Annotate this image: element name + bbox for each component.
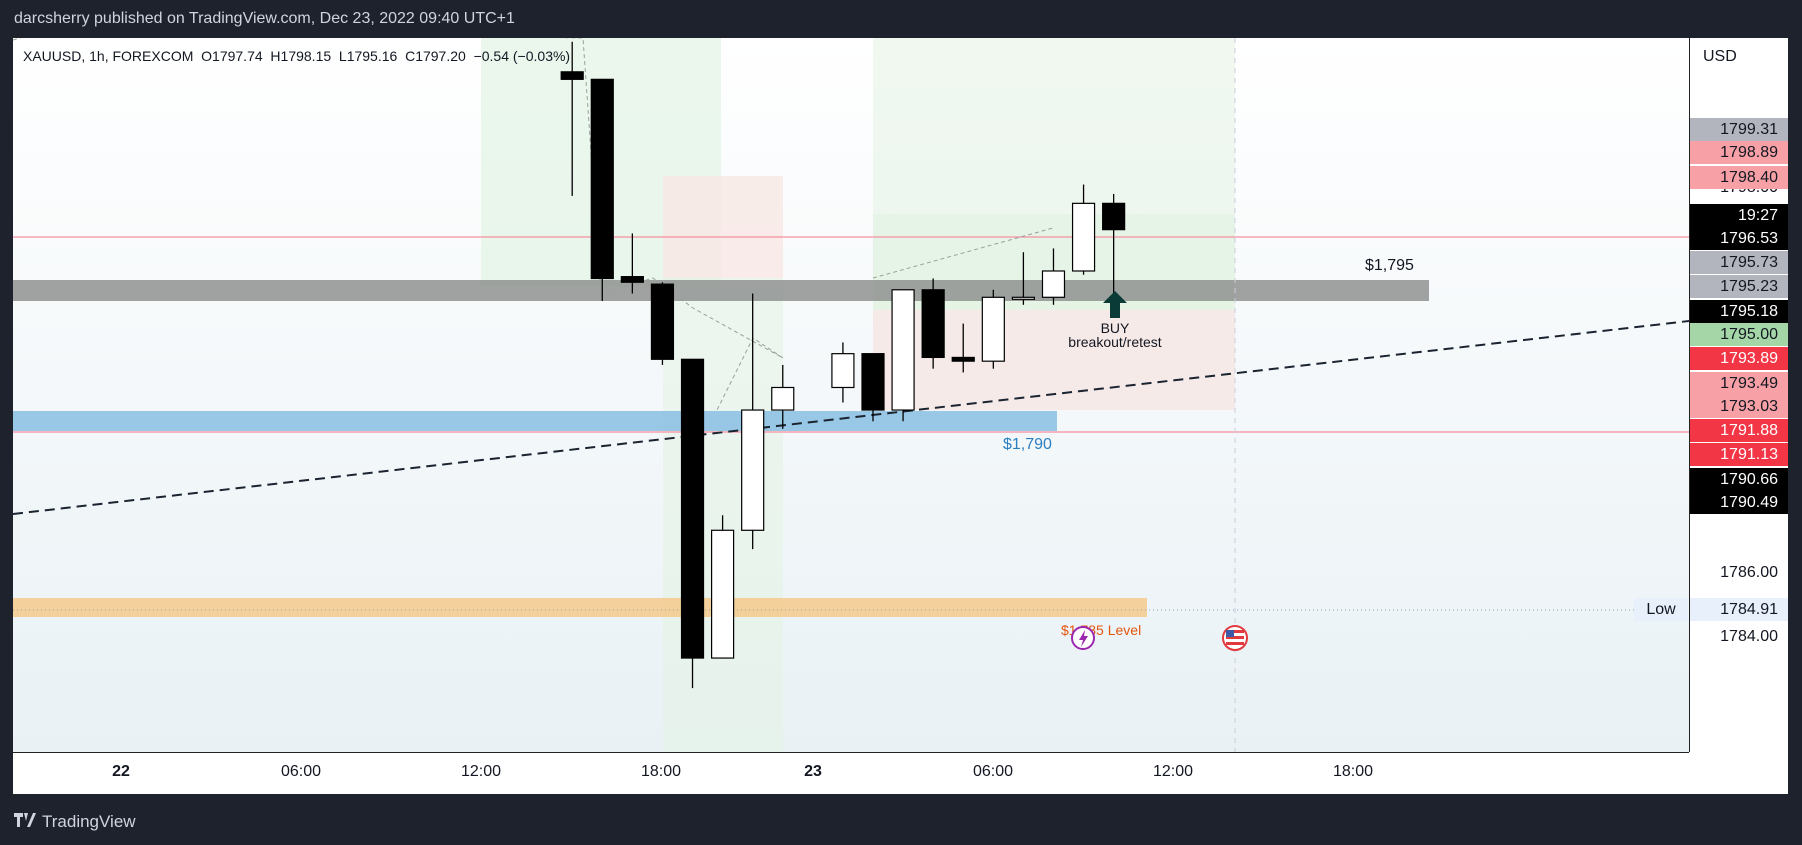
drawing-lines: [13, 38, 1689, 752]
zone-1790: [13, 411, 1057, 431]
candle-bear: [560, 71, 584, 80]
bottom-bar: [0, 794, 1802, 845]
price-label: 1790.49: [1690, 491, 1788, 514]
buy-label-sub: breakout/retest: [1068, 334, 1161, 350]
price-label: 1793.03: [1690, 395, 1788, 418]
time-tick-label: 06:00: [280, 763, 322, 780]
time-tick-label: 06:00: [972, 763, 1014, 780]
price-label: 1799.31: [1690, 118, 1788, 141]
tradingview-logo[interactable]: TradingView: [14, 812, 136, 832]
projection-path: [872, 227, 1054, 279]
price-label: 1798.89: [1690, 141, 1788, 164]
chart-frame: $1,795 $1,790 $1,785 Level BUY breakout/rete…: [13, 38, 1788, 794]
price-label: 1795.18: [1690, 300, 1788, 323]
tradingview-brand: TradingView: [42, 812, 136, 831]
top-bar: darcsherry published on TradingView.com,…: [0, 0, 1802, 38]
candle-bull: [1011, 296, 1036, 300]
time-tick-label: 23: [804, 763, 822, 780]
projection-path: [13, 38, 784, 411]
zone-1785: [13, 598, 1147, 617]
candle-bear: [861, 353, 885, 411]
price-label: 1796.53: [1690, 227, 1788, 250]
flag-stripe: [1226, 630, 1244, 633]
tradingview-mark-icon: [14, 812, 36, 832]
zone-1795: [13, 280, 1429, 301]
buy-arrow-icon: [1103, 291, 1127, 318]
candle-bear: [951, 356, 975, 362]
annotations-layer: $1,795$1,790$1,785 LevelBUYbreakout/rete…: [1003, 257, 1414, 651]
price-label: 1798.40: [1690, 166, 1788, 189]
time-tick-label: 12:00: [1152, 763, 1194, 780]
candle-bull: [741, 409, 765, 531]
candle-bull: [1041, 270, 1066, 298]
price-label: 1793.49: [1690, 372, 1788, 395]
candles-layer: [560, 41, 1126, 689]
time-tick-label: 18:00: [640, 763, 682, 780]
price-label: 1791.13: [1690, 443, 1788, 466]
time-tick-label: 18:00: [1332, 763, 1374, 780]
low-tag-label: Low: [1634, 598, 1688, 621]
label-1790: $1,790: [1003, 436, 1052, 453]
candle-bear: [650, 283, 675, 360]
plot-background: [13, 38, 1689, 752]
chart-plot[interactable]: $1,795$1,790$1,785 LevelBUYbreakout/rete…: [13, 38, 1689, 752]
time-axis[interactable]: 22 06:00 12:00 18:00 23 06:00 12:00 18:00: [13, 752, 1689, 794]
price-label: 1790.66: [1690, 468, 1788, 491]
symbol-info: XAUUSD, 1h, FOREXCOM O1797.74 H1798.15 L…: [23, 48, 571, 64]
candle-bull: [710, 529, 735, 659]
trend-line: [13, 320, 1689, 515]
price-label: 1793.89: [1690, 347, 1788, 370]
price-tick-label: 1784.00: [1720, 628, 1778, 645]
price-tick-label: 1786.00: [1720, 564, 1778, 581]
flag-stripe: [1226, 636, 1244, 639]
candle-bull: [891, 289, 915, 411]
flag-stripe: [1226, 642, 1244, 645]
candle-bull: [831, 353, 855, 389]
candle-bear: [590, 78, 614, 280]
candle-bear: [620, 276, 644, 283]
price-label: 19:27: [1690, 204, 1788, 227]
position-zone-red: [663, 176, 783, 278]
candle-bear: [680, 358, 705, 659]
currency-label[interactable]: USD: [1703, 48, 1737, 65]
candle-bull: [1071, 202, 1096, 272]
candle-bear: [921, 289, 945, 359]
price-label: 1795.73: [1690, 251, 1788, 274]
time-tick-label: 12:00: [460, 763, 502, 780]
time-tick-label: 22: [112, 763, 130, 780]
position-zone-green: [873, 38, 1235, 214]
buy-label: BUY: [1101, 320, 1130, 336]
publisher-line: darcsherry published on TradingView.com,…: [14, 10, 515, 27]
price-label: 1795.23: [1690, 275, 1788, 298]
low-value-label: 1784.91: [1690, 598, 1788, 621]
label-1795: $1,795: [1365, 257, 1414, 274]
candle-bear: [1102, 202, 1126, 231]
price-label: 1791.88: [1690, 419, 1788, 442]
lightning-glyph-icon: [1079, 630, 1088, 647]
candle-bull: [771, 386, 795, 411]
flag-canton: [1226, 630, 1234, 637]
candle-bull: [981, 296, 1005, 362]
price-label: 1795.00: [1690, 323, 1788, 346]
